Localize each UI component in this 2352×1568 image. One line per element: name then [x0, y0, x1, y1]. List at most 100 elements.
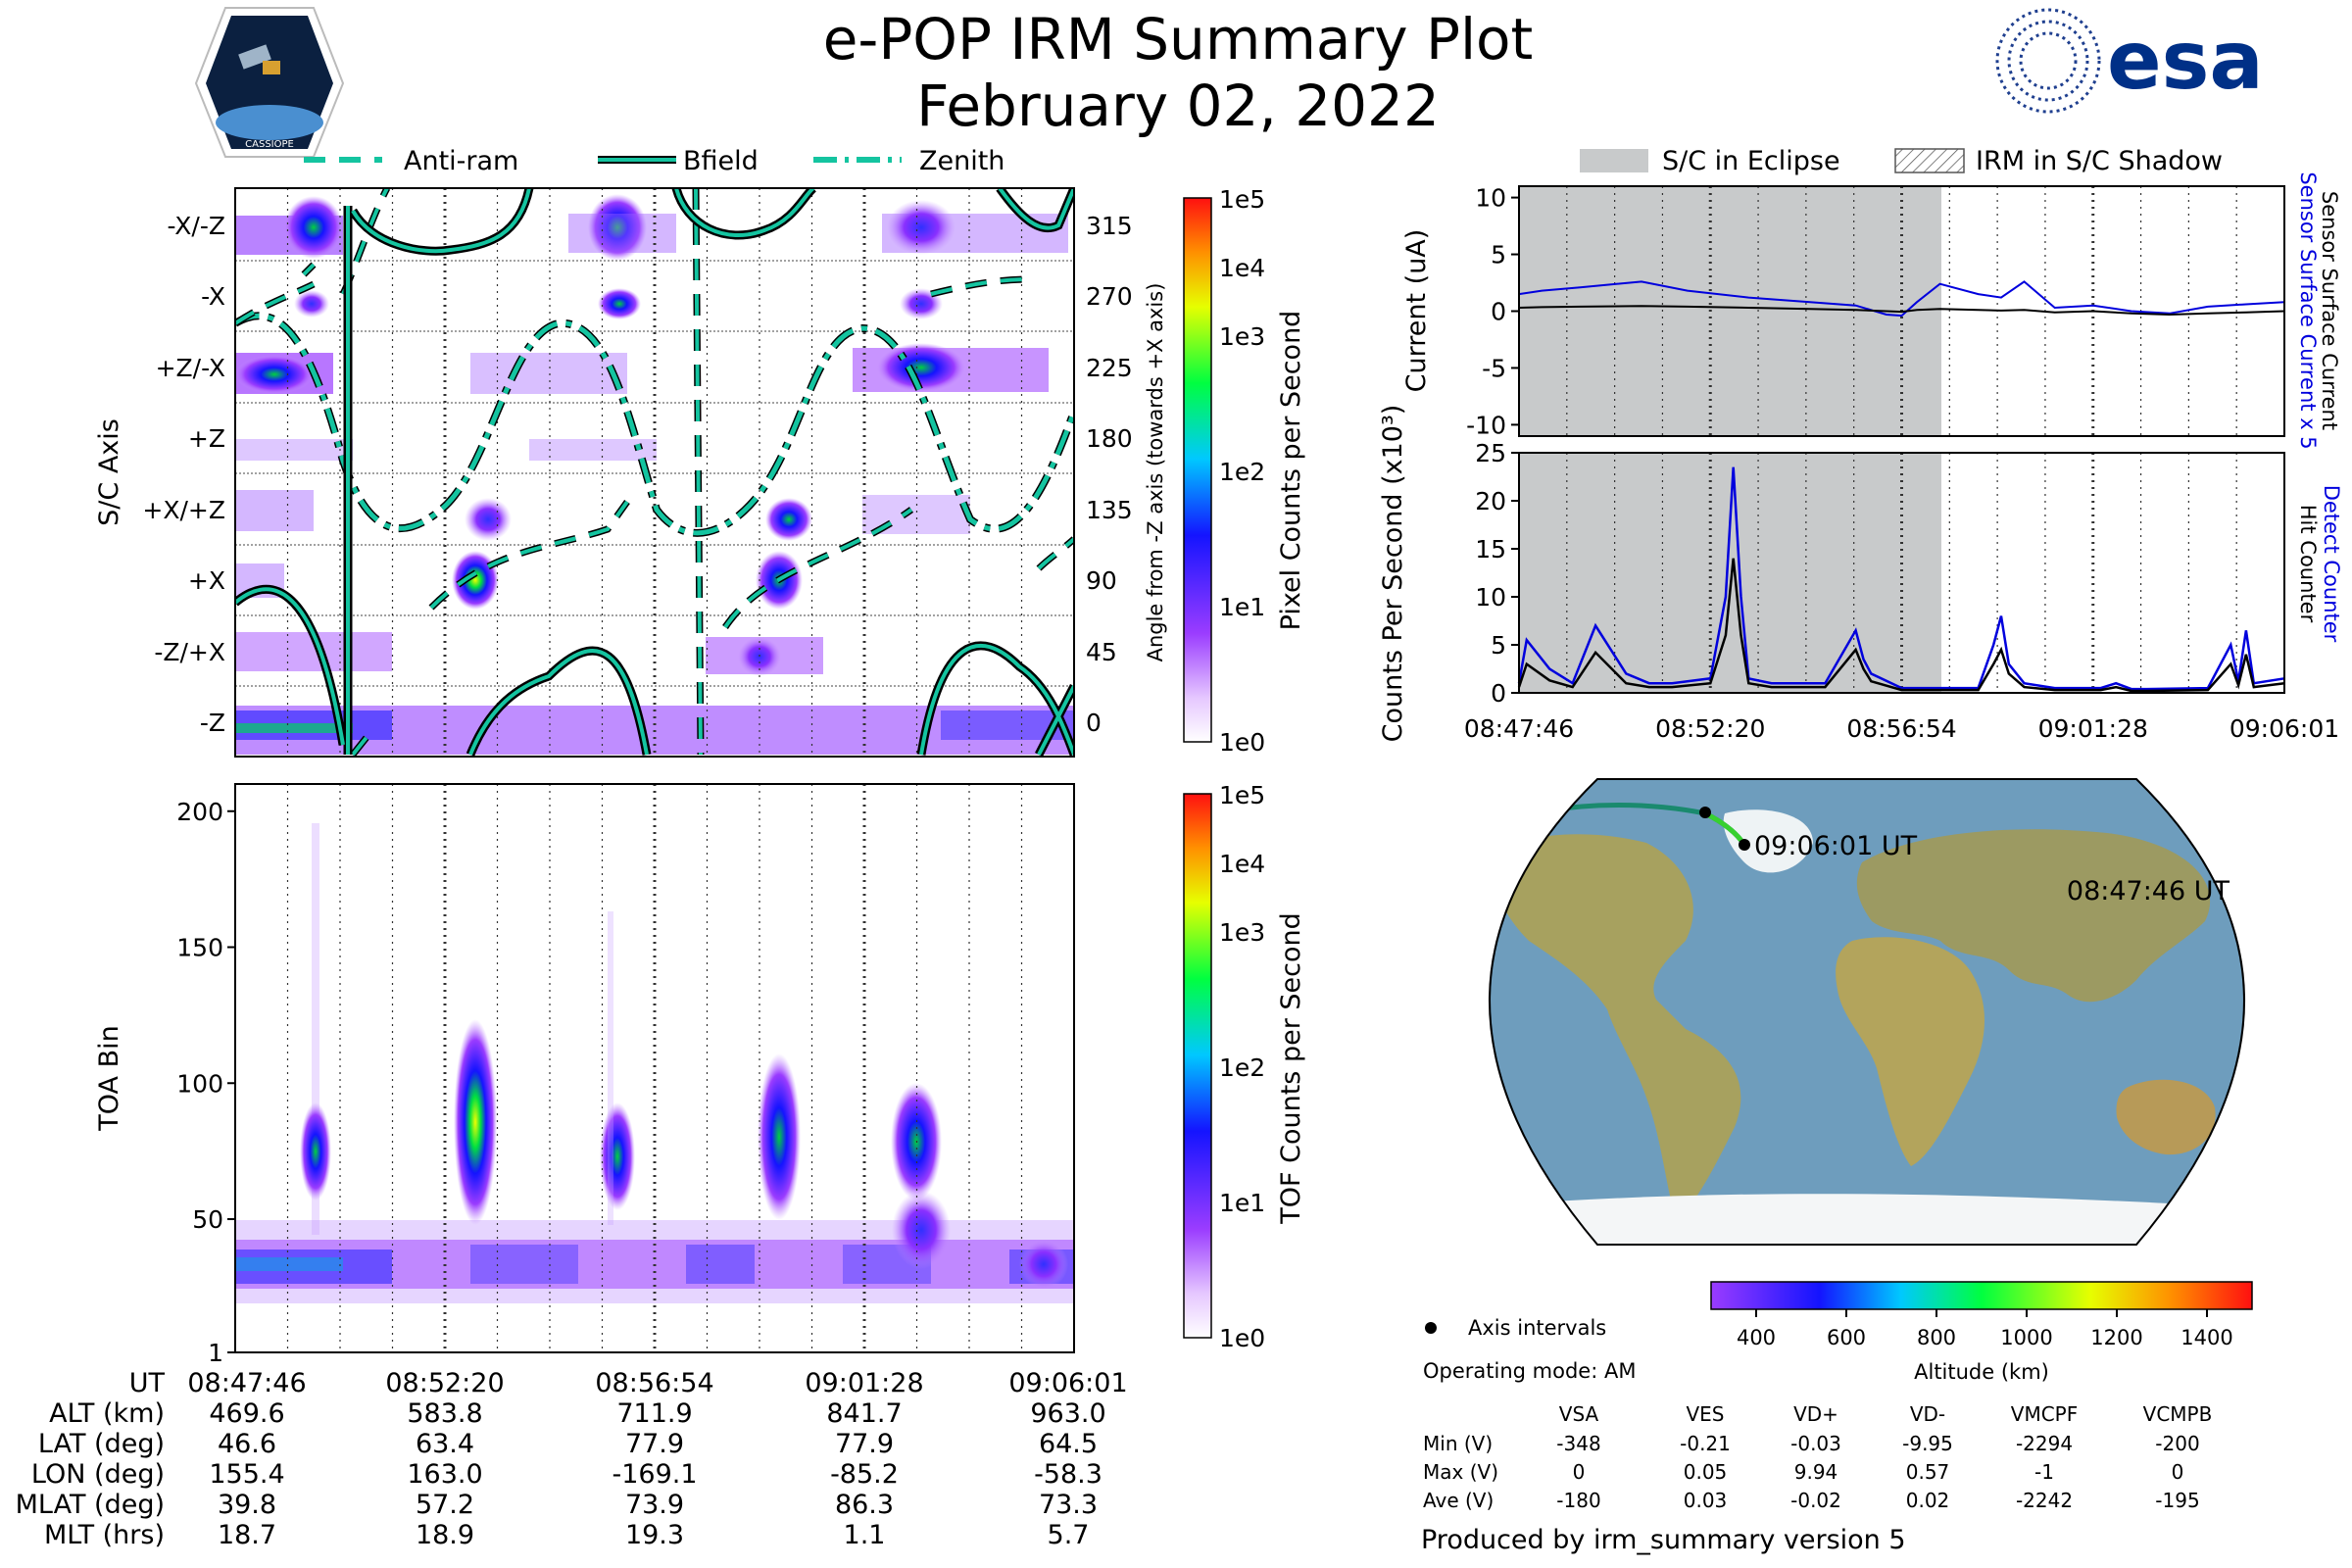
altitude-label: Altitude (km) [1914, 1360, 2049, 1384]
ephem-cell-2-2: 77.9 [625, 1429, 684, 1459]
sc-axis-heatmap [235, 188, 1074, 757]
operating-mode: Operating mode: AM [1423, 1359, 1636, 1383]
ephem-cell-1-2: 63.4 [416, 1429, 474, 1459]
map-end-label: 09:06:01 UT [1754, 831, 1918, 861]
counts-xtick-4: 09:06:01 [2230, 714, 2339, 743]
esa-logo: esa [1995, 8, 2264, 114]
volt-cell-2-1: 0.03 [1684, 1489, 1728, 1512]
voltage-table: VSA VES VD+ VD- VMCPF VCMPB Min (V) -348 -0.21 -0… [1423, 1402, 2212, 1512]
current-ytick-3: -5 [1482, 354, 1506, 382]
ephem-cell-3-3: -85.2 [830, 1459, 899, 1490]
ephem-row-label-0: UT [129, 1368, 166, 1398]
map-start-label: 08:47:46 UT [2067, 876, 2230, 906]
altitude-tick-1: 600 [1827, 1326, 1866, 1349]
axis-intervals-marker [1425, 1322, 1437, 1334]
current-right-label-2: Sensor Surface Current [2318, 191, 2341, 430]
toa-ylabel: TOA Bin [94, 1025, 124, 1131]
toa-ytick-0: 1 [208, 1339, 223, 1367]
volt-col-0: VSA [1559, 1402, 1599, 1426]
volt-cell-0-0: -348 [1556, 1432, 1600, 1455]
volt-cell-1-2: 9.94 [1794, 1460, 1838, 1484]
ephem-cell-4-0: 09:06:01 [1008, 1368, 1127, 1398]
ephem-cell-4-3: -58.3 [1034, 1459, 1102, 1490]
current-ytick-2: 0 [1491, 298, 1506, 326]
angle-tick-4: 135 [1086, 496, 1133, 524]
altitude-tick-0: 400 [1737, 1326, 1776, 1349]
map-australia [2116, 1079, 2216, 1155]
map-africa [1836, 937, 1984, 1166]
altitude-tick-2: 800 [1917, 1326, 1956, 1349]
pixel-colorbar [1183, 197, 1212, 743]
tof-cb-tick-2: 1e2 [1219, 1054, 1265, 1082]
ground-track-map: 09:06:01 UT 08:47:46 UT 400 600 800 1000 120… [1489, 778, 2253, 1384]
esa-logo-text: esa [2107, 15, 2264, 108]
altitude-ticks: 400 600 800 1000 1200 1400 [1737, 1309, 2233, 1349]
legend-bfield: Bfield [683, 146, 759, 176]
axis-cat-4: +X/+Z [142, 496, 225, 524]
ephem-row-label-5: MLT (hrs) [44, 1520, 165, 1550]
map-point [1699, 807, 1711, 818]
volt-cell-0-4: -2294 [2016, 1432, 2073, 1455]
volt-cell-2-2: -0.02 [1790, 1489, 1841, 1512]
map-border [1489, 778, 2245, 1246]
volt-row-label-2: Ave (V) [1423, 1489, 1494, 1512]
legend-zenith: Zenith [919, 146, 1004, 176]
toa-ytick-1: 50 [192, 1205, 223, 1234]
ephem-cell-3-4: 86.3 [835, 1490, 894, 1520]
ephem-cell-1-3: 163.0 [407, 1459, 482, 1490]
ephem-cell-1-1: 583.8 [407, 1398, 482, 1429]
ephem-cell-3-1: 841.7 [826, 1398, 902, 1429]
volt-cell-1-5: 0 [2172, 1460, 2184, 1484]
current-ylabel: Current (uA) [1401, 229, 1432, 393]
counts-ytick-3: 10 [1475, 583, 1506, 612]
volt-cell-0-2: -0.03 [1790, 1432, 1841, 1455]
current-ytick-0: 10 [1475, 184, 1506, 213]
pixel-cb-tick-3: 1e3 [1219, 322, 1265, 351]
counts-xtick-0: 08:47:46 [1464, 714, 1574, 743]
current-trace [1518, 305, 2285, 317]
cassiope-logo: CASSIOPE [194, 7, 345, 158]
counts-xticks: 08:47:46 08:52:20 08:56:54 09:01:28 09:06:01 [1464, 714, 2339, 743]
tof-cb-tick-5: 1e5 [1219, 781, 1265, 809]
map-antarctica [1490, 1194, 2244, 1245]
counts-xtick-1: 08:52:20 [1655, 714, 1765, 743]
ephem-cell-2-3: -169.1 [612, 1459, 697, 1490]
toa-heatmap [235, 784, 1074, 1352]
volt-cell-0-1: -0.21 [1680, 1432, 1731, 1455]
tof-cb-tick-1: 1e1 [1219, 1189, 1265, 1217]
ephem-cell-0-2: 46.6 [218, 1429, 276, 1459]
ephem-cell-3-2: 77.9 [835, 1429, 894, 1459]
altitude-tick-3: 1000 [2000, 1326, 2052, 1349]
sc-axis-panel: -X/-Z -X +Z/-X +Z +X/+Z +X -Z/+X -Z 315 … [94, 185, 1306, 758]
volt-cell-0-3: -9.95 [1902, 1432, 1953, 1455]
angle-tick-5: 90 [1086, 566, 1117, 595]
toa-ytick-4: 200 [176, 798, 223, 826]
altitude-tick-5: 1400 [2180, 1326, 2232, 1349]
ephem-cell-2-5: 19.3 [625, 1520, 684, 1550]
detect-counter-trace [1517, 466, 2285, 691]
volt-col-4: VMCPF [2011, 1402, 2078, 1426]
sc-axis-angle-ticks: 315 270 225 180 135 90 45 0 [1086, 212, 1133, 737]
ephem-row-label-4: MLAT (deg) [16, 1490, 165, 1520]
counts-xtick-2: 08:56:54 [1846, 714, 1956, 743]
volt-cell-1-3: 0.57 [1906, 1460, 1950, 1484]
sc-axis-category-labels: -X/-Z -X +Z/-X +Z +X/+Z +X -Z/+X -Z [142, 212, 225, 737]
cassiope-logo-text: CASSIOPE [245, 139, 294, 150]
pixel-cb-tick-2: 1e2 [1219, 458, 1265, 486]
current-right-label-1: Sensor Surface Current x 5 [2296, 172, 2320, 449]
map-point-end [1739, 839, 1750, 851]
volt-col-1: VES [1686, 1402, 1724, 1426]
produced-by: Produced by irm_summary version 5 [1421, 1525, 1906, 1555]
tof-colorbar-ticks: 1e5 1e4 1e3 1e2 1e1 1e0 [1219, 781, 1265, 1352]
ephem-cell-2-0: 08:56:54 [595, 1368, 713, 1398]
tof-colorbar [1183, 793, 1212, 1339]
map-point [1536, 806, 1547, 817]
toa-ytick-3: 150 [176, 934, 223, 962]
axis-cat-0: -X/-Z [168, 212, 225, 240]
volt-cell-2-0: -180 [1556, 1489, 1600, 1512]
counts-yticks: 25 20 15 10 5 0 [1475, 439, 1519, 708]
ephem-cell-0-5: 18.7 [218, 1520, 276, 1550]
axis-cat-5: +X [188, 566, 225, 595]
